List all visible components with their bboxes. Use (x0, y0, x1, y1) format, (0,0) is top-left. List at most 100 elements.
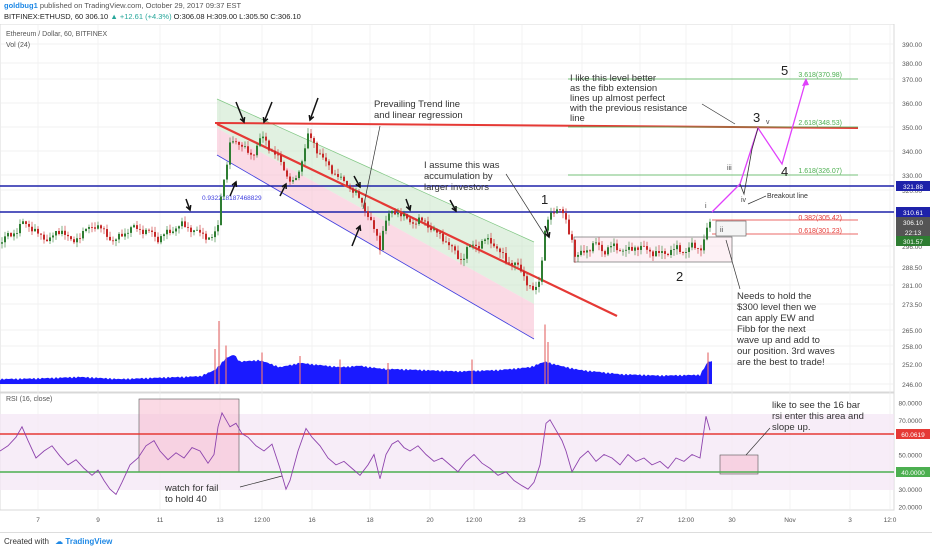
time-tick-label: 3 (848, 517, 852, 524)
candle (55, 230, 57, 240)
main-title: Ethereum / Dollar, 60, BITFINEX (6, 31, 107, 38)
regression-channel-lower (217, 128, 534, 339)
svg-text:$300 level then we: $300 level then we (737, 302, 816, 313)
wave-path-black (739, 127, 759, 196)
candle (64, 225, 66, 240)
arrow-icon (229, 180, 238, 197)
rsi-target-box[interactable] (719, 454, 759, 475)
chart-svg[interactable]: 0.932218187468829 3.618(370.98) 2.618(34… (0, 23, 932, 532)
candle (154, 226, 156, 242)
breakout-box[interactable] (715, 220, 747, 237)
candle (160, 234, 162, 245)
arrow-icon (449, 199, 457, 213)
candle (565, 208, 567, 224)
candle (94, 222, 96, 232)
candle (133, 223, 135, 229)
candle (241, 142, 243, 152)
candle (433, 225, 435, 232)
candle (211, 234, 213, 241)
candle (7, 230, 9, 240)
candle (490, 232, 492, 249)
candle (19, 219, 21, 237)
price-tick-label: 246.00 (902, 382, 922, 389)
chart-header: goldbug1 published on TradingView.com, O… (0, 0, 932, 24)
candle (274, 146, 276, 159)
candle (28, 220, 30, 232)
candle (577, 251, 579, 263)
candle (586, 245, 588, 259)
price-candles[interactable] (1, 128, 711, 384)
candle (88, 224, 90, 234)
svg-text:can apply EW and: can apply EW and (737, 313, 814, 324)
candle (547, 216, 549, 235)
svg-text:301.57: 301.57 (903, 239, 923, 246)
svg-text:I assume this was: I assume this was (424, 160, 500, 171)
candle (439, 230, 441, 239)
candle (76, 233, 78, 248)
fib-label-0382: 0.382(305.42) (798, 215, 842, 222)
footer: Created with ☁ TradingView (0, 532, 932, 551)
rsi-band (0, 414, 894, 490)
rsi-highlight-box[interactable] (138, 398, 240, 473)
candle (82, 227, 84, 241)
svg-text:accumulation by: accumulation by (424, 171, 493, 182)
price-tick-label: 320.00 (902, 188, 922, 195)
tradingview-brand[interactable]: TradingView (65, 537, 113, 546)
candle (706, 222, 708, 241)
svg-text:to hold 40: to hold 40 (165, 494, 207, 505)
candle (187, 222, 189, 232)
candle (250, 149, 252, 160)
vol-label: Vol (24) (6, 42, 30, 49)
candle (163, 233, 165, 241)
svg-text:lines up almost perfect: lines up almost perfect (570, 93, 665, 104)
rsi-axis[interactable]: 80.0000 70.0000 50.0000 30.0000 20.0000 (899, 400, 923, 511)
candle (463, 253, 465, 267)
arrow-icon (262, 101, 273, 124)
trend-line-red[interactable] (216, 123, 618, 317)
candle (382, 225, 384, 251)
candle (91, 222, 93, 233)
candle (574, 239, 576, 263)
candle (52, 232, 54, 243)
candle (568, 214, 570, 235)
candle (190, 225, 192, 238)
price-axis[interactable]: 390.00 380.00 370.00 360.00 350.00 340.00 330.… (902, 42, 922, 389)
candle (613, 238, 615, 253)
candle (469, 244, 471, 248)
candle (367, 206, 369, 221)
candle (589, 249, 591, 257)
author-name[interactable]: goldbug1 (4, 1, 38, 10)
candle (25, 220, 27, 228)
candle (247, 141, 249, 155)
fib-label-2618: 2.618(348.53) (798, 120, 842, 127)
candle (127, 228, 129, 239)
candle (229, 137, 231, 170)
candle (238, 141, 240, 150)
candle (277, 149, 279, 161)
candle (43, 231, 45, 244)
candle (112, 236, 114, 245)
chart-area[interactable]: 0.932218187468829 3.618(370.98) 2.618(34… (0, 23, 932, 532)
candle (40, 233, 42, 240)
candle (49, 232, 51, 244)
breakout-label: Breakout line (767, 193, 808, 200)
candle (358, 189, 360, 199)
candle (100, 224, 102, 233)
candle (457, 245, 459, 260)
candle (289, 173, 291, 185)
svg-text:Needs to hold the: Needs to hold the (737, 291, 811, 302)
time-tick-label: 30 (728, 517, 736, 524)
rsi-label: RSI (16, close) (6, 396, 52, 403)
rsi-tick-label: 70.0000 (899, 418, 923, 425)
symbol-line: BITFINEX:ETHUSD, 60 306.10 ▲ +12.61 (+4.… (0, 11, 932, 22)
candle (235, 137, 237, 145)
time-axis[interactable]: 7 9 11 13 12:00 16 18 20 12:00 23 25 27 12:00 30 Nov 3 1… (36, 517, 897, 524)
candle (280, 151, 282, 166)
candle (109, 231, 111, 241)
wave-label-5: 5 (781, 63, 788, 78)
candle (22, 218, 24, 225)
candle (514, 261, 516, 271)
candle (46, 234, 48, 242)
hold-note-pointer (725, 239, 741, 290)
svg-text:line: line (570, 113, 585, 124)
